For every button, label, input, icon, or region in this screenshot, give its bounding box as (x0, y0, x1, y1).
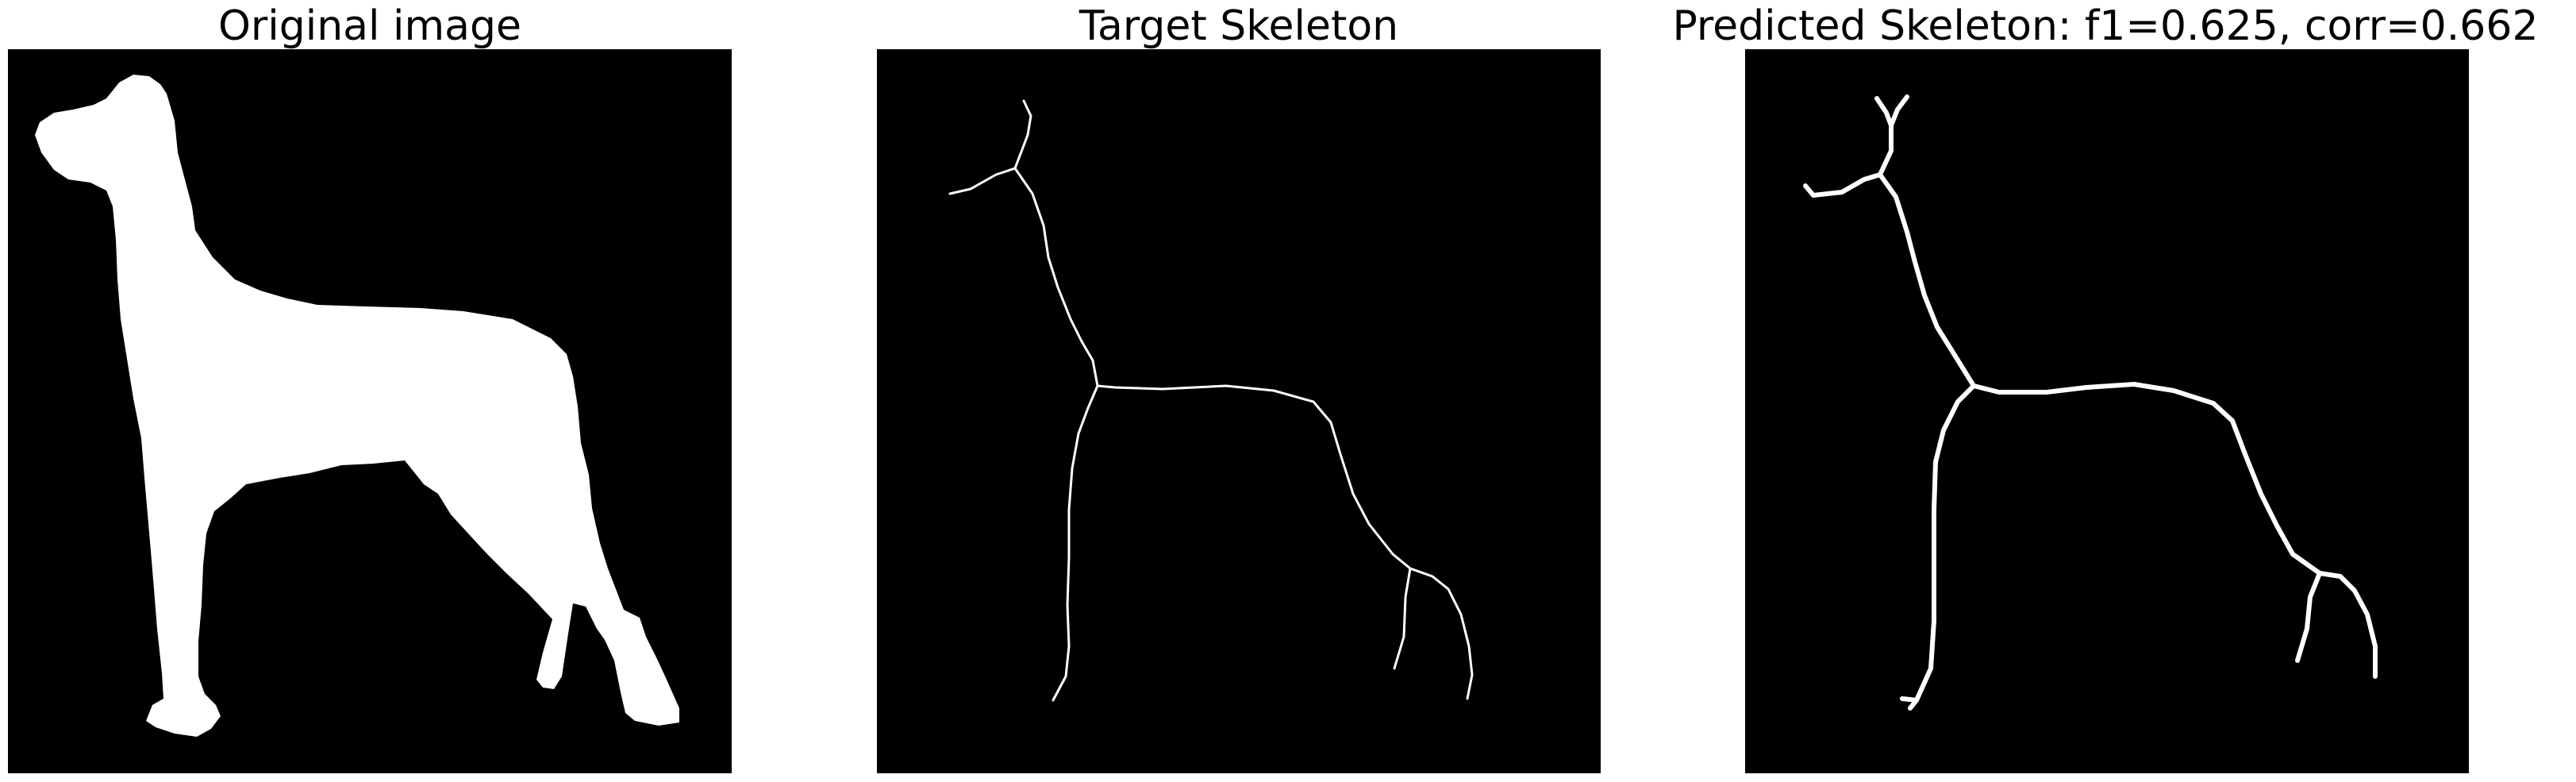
panel-title-original: Original image (218, 2, 521, 50)
target-skeleton-ear-branch (1013, 99, 1032, 170)
predicted-skeleton-hind-leg (2295, 571, 2322, 663)
predicted-skeleton-ear-left (1874, 96, 1894, 128)
predicted-skeleton-ear-right (1889, 94, 1909, 128)
predicted-skeleton-paw-branch (1900, 696, 1919, 703)
predicted-skeleton-panel (1745, 49, 2469, 773)
predicted-skeleton-image (1803, 94, 2378, 711)
dog-silhouette (35, 75, 679, 737)
panel-title-predicted: Predicted Skeleton: f1=0.625, corr=0.662 (1672, 2, 2539, 50)
target-skeleton-panel (877, 49, 1601, 773)
target-skeleton-front-leg (1052, 384, 1099, 702)
panel-title-target: Target Skeleton (1078, 2, 1399, 50)
target-skeleton-image (948, 99, 1474, 702)
predicted-skeleton-spine (1878, 172, 2378, 679)
predicted-skeleton-head-stem (1878, 123, 1894, 177)
dog-silhouette-image (35, 75, 679, 737)
predicted-skeleton-front-leg (1908, 383, 1976, 711)
target-skeleton-snout-branch (948, 167, 1017, 195)
original-image-panel (8, 49, 732, 773)
target-skeleton-spine (1013, 167, 1474, 700)
target-skeleton-hind-leg (1393, 567, 1412, 670)
predicted-skeleton-snout-branch (1803, 172, 1882, 198)
